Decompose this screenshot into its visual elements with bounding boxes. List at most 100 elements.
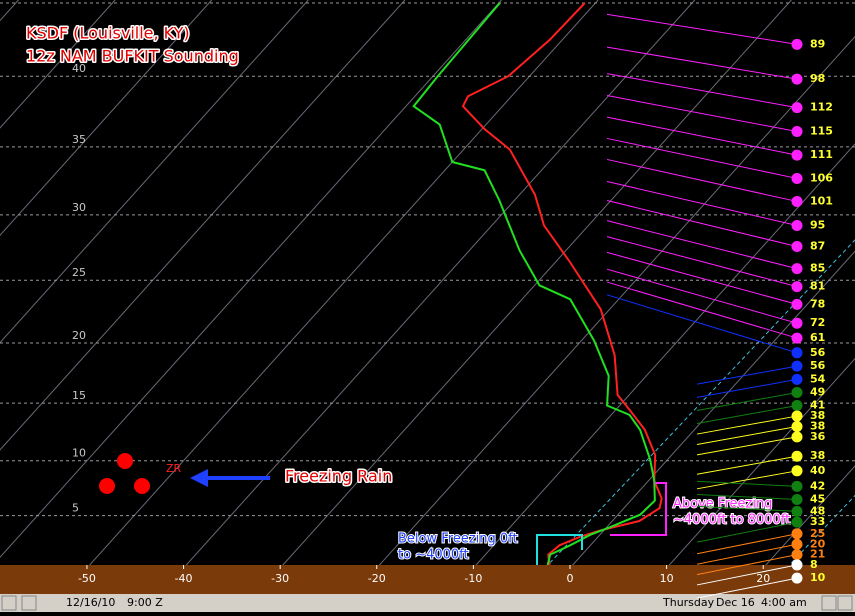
x-tick-label: -50 (78, 572, 96, 585)
wind-dot (791, 572, 803, 584)
scroll-left[interactable] (821, 595, 837, 611)
wind-speed-label: 42 (810, 479, 825, 492)
wind-barb (696, 365, 798, 385)
status-local-date: Dec 16 (716, 596, 755, 609)
wind-barb (696, 505, 798, 512)
wind-speed-label: 106 (810, 171, 833, 184)
wind-dot (791, 505, 803, 517)
wind-dot (791, 465, 803, 477)
wind-dot (791, 172, 803, 184)
wind-speed-label: 36 (810, 430, 826, 443)
wind-dot (791, 493, 803, 505)
isotherm (0, 0, 406, 451)
wind-barb (606, 46, 798, 80)
wind-barb (606, 73, 798, 109)
below-bracket (536, 534, 583, 565)
isotherm (0, 0, 309, 344)
below-label: to ~4000ft (398, 548, 469, 563)
wind-barb (696, 533, 798, 555)
wind-dot (791, 400, 803, 412)
wind-speed-label: 38 (810, 420, 825, 433)
wind-dot (791, 538, 803, 550)
wind-dot (791, 126, 803, 138)
wind-dot (791, 373, 803, 385)
wind-dot (791, 387, 803, 399)
wind-speed-label: 48 (810, 504, 825, 517)
wind-dot (791, 298, 803, 310)
wind-barb (606, 281, 798, 339)
wind-barb (606, 236, 798, 288)
y-tick-label: 40 (72, 62, 86, 75)
isotherm (668, 357, 855, 565)
wind-barb (606, 220, 798, 270)
wind-barb (606, 158, 798, 202)
wind-dot (791, 480, 803, 492)
wind-speed-label: 38 (810, 449, 825, 462)
wind-barb (606, 268, 798, 324)
wind-speed-label: 95 (810, 218, 825, 231)
wind-dot (791, 317, 803, 329)
title: KSDF (Louisville, KY) (26, 24, 190, 43)
above-label: Above Freezing (673, 497, 772, 512)
y-tick-label: 35 (72, 133, 86, 146)
wind-barb (696, 455, 798, 475)
wind-barb (606, 251, 798, 305)
wind-speed-label: 56 (810, 346, 826, 359)
wind-dot (791, 38, 803, 50)
y-tick-label: 20 (72, 329, 86, 342)
wind-speed-label: 61 (810, 331, 825, 344)
wind-barb (606, 294, 798, 354)
zr-dot (117, 453, 133, 469)
wind-dot (791, 410, 803, 422)
wind-dot (791, 421, 803, 433)
wind-dot (791, 559, 803, 571)
wind-barb (696, 426, 798, 445)
subtitle: 12z NAM BUFKIT Sounding (26, 47, 239, 66)
above-bracket (610, 482, 667, 536)
y-tick-label: 25 (72, 266, 86, 279)
wind-speed-label: 54 (810, 372, 826, 385)
status-local-time: 4:00 am (761, 596, 807, 609)
wind-speed-label: 20 (810, 537, 826, 550)
wind-barb (606, 200, 798, 248)
scroll-right[interactable] (837, 595, 853, 611)
wind-speed-label: 98 (810, 72, 825, 85)
isotherm (185, 0, 696, 565)
wind-barb (696, 405, 798, 425)
isotherm (765, 465, 855, 565)
isotherm (0, 0, 502, 559)
wind-dot (791, 516, 803, 528)
zr-dot (134, 478, 150, 494)
status-date: 12/16/10 (66, 596, 115, 609)
status-bar (0, 594, 855, 612)
wind-speed-label: 21 (810, 548, 825, 561)
wind-dot (791, 360, 803, 372)
isotherm (378, 35, 855, 565)
wind-speed-label: 40 (810, 464, 826, 477)
wind-speed-label: 72 (810, 316, 825, 329)
plot (0, 0, 855, 565)
wind-barb (606, 116, 798, 156)
wind-barb (606, 180, 798, 226)
plot-background (0, 0, 855, 565)
y-tick-label: 5 (72, 502, 79, 515)
wind-dot (791, 263, 803, 275)
wind-speed-label: 41 (810, 399, 825, 412)
scroll-left[interactable] (1, 595, 17, 611)
wind-dot (791, 73, 803, 85)
wind-speed-label: 87 (810, 240, 825, 253)
isotherm (282, 0, 792, 565)
freezing-rain-label: Freezing Rain (285, 467, 392, 486)
wind-barb (696, 415, 798, 435)
scroll-right[interactable] (21, 595, 37, 611)
isotherm (88, 0, 599, 565)
wind-speed-label: 112 (810, 101, 833, 114)
wind-speed-label: 85 (810, 262, 825, 275)
y-tick-label: 30 (72, 201, 86, 214)
wind-dot (791, 281, 803, 293)
wind-dot (791, 347, 803, 359)
arrow-head (190, 469, 208, 487)
wind-barb (696, 392, 798, 412)
wind-speed-label: 10 (810, 571, 826, 584)
wind-dot (791, 431, 803, 443)
